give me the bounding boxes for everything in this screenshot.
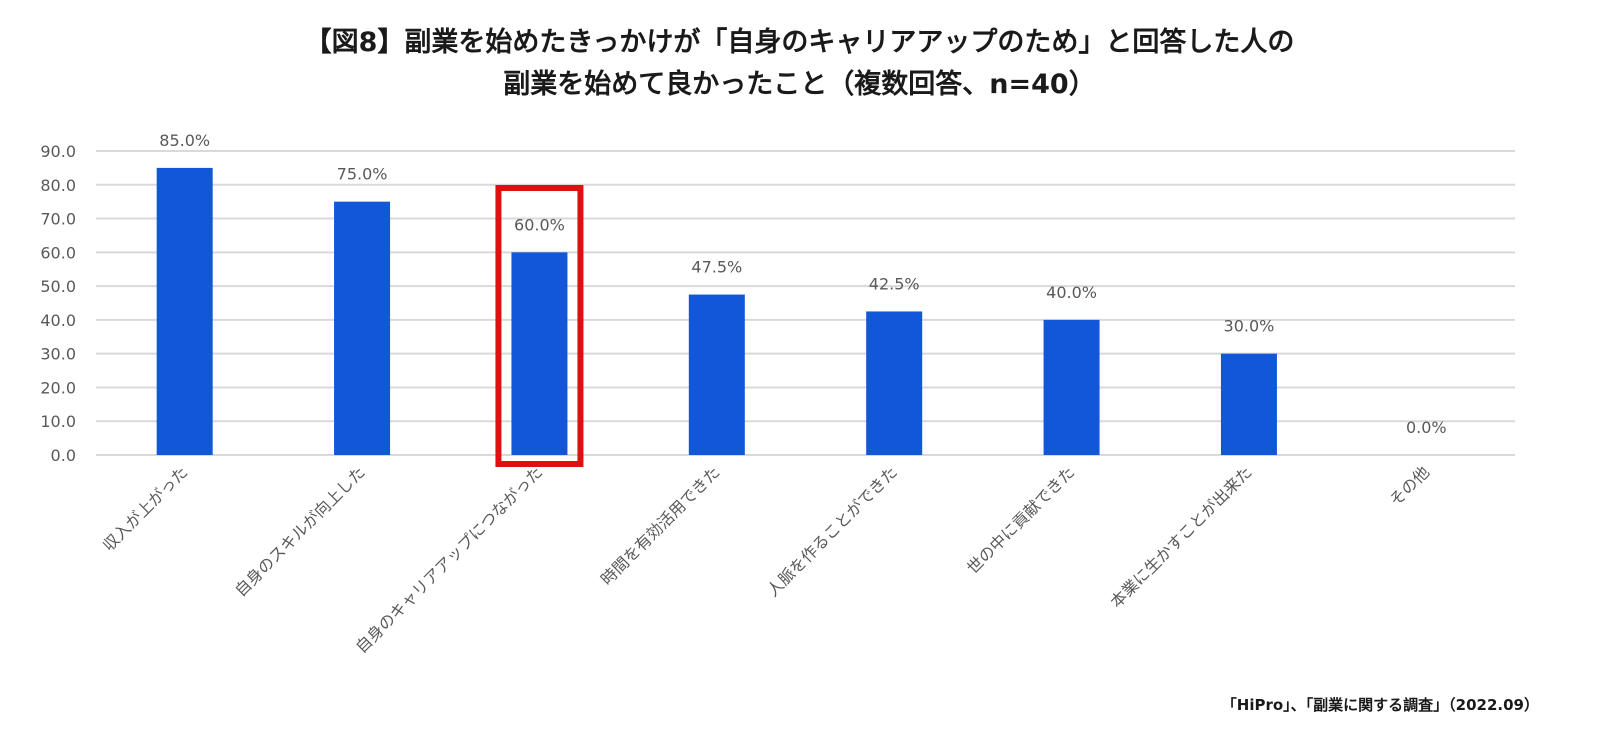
data-label: 42.5% [869,274,920,293]
category-label: 本業に生かすことが出来た [1107,462,1256,611]
category-label: 時間を有効活用できた [597,462,724,589]
data-label: 0.0% [1406,418,1447,437]
bar [1220,353,1277,455]
bar [866,311,923,455]
bar [334,201,391,455]
highlight-box [495,185,584,467]
data-label: 75.0% [337,165,388,184]
y-tick-label: 30.0 [40,345,76,364]
category-label: その他 [1386,462,1433,509]
data-label: 47.5% [691,258,742,277]
y-tick-label: 50.0 [40,277,76,296]
chart-title-line-1: 【図8】副業を始めたきっかけが「自身のキャリアアップのため」と回答した人の [304,27,1295,58]
category-label: 自身のキャリアアップにつながった [352,462,546,656]
data-label: 85.0% [159,131,210,150]
bar [511,252,568,455]
bar [1043,319,1100,455]
y-tick-label: 0.0 [51,446,76,465]
y-tick-label: 60.0 [40,243,76,262]
category-label: 人脈を作ることができた [763,462,901,600]
data-label: 30.0% [1224,317,1275,336]
category-label: 世の中に貢献できた [963,462,1078,577]
y-tick-label: 90.0 [40,142,76,161]
y-tick-label: 10.0 [40,412,76,431]
chart-title-line-2: 副業を始めて良かったこと（複数回答、n=40） [503,69,1096,100]
category-label: 収入が上がった [99,462,192,555]
y-tick-label: 20.0 [40,378,76,397]
y-tick-label: 80.0 [40,176,76,195]
bar [688,294,745,455]
source-note: 「HiPro」、「副業に関する調査」（2022.09） [1221,696,1539,714]
data-label: 60.0% [514,215,565,234]
data-label: 40.0% [1046,283,1097,302]
y-tick-label: 70.0 [40,210,76,229]
category-label: 自身のスキルが向上した [231,462,369,600]
bar [156,167,213,455]
y-tick-label: 40.0 [40,311,76,330]
